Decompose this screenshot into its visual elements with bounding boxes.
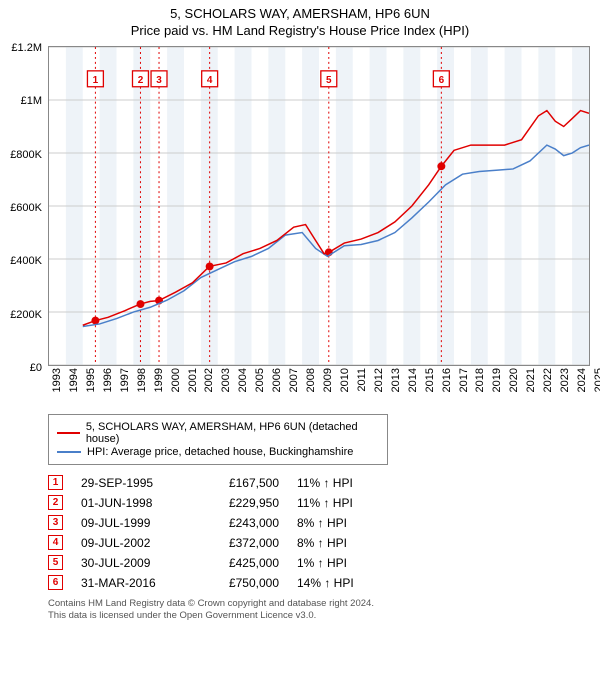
x-tick-label: 1996 <box>102 368 114 392</box>
x-tick-label: 2025 <box>593 368 600 392</box>
y-tick-label: £1.2M <box>11 42 42 54</box>
legend-item-property: 5, SCHOLARS WAY, AMERSHAM, HP6 6UN (deta… <box>57 421 379 445</box>
x-tick-label: 2010 <box>339 368 351 392</box>
transaction-row: 4 09-JUL-2002 £372,000 8% ↑ HPI <box>48 535 588 550</box>
x-tick-label: 2024 <box>576 368 588 392</box>
x-tick-label: 2019 <box>491 368 503 392</box>
svg-text:1: 1 <box>93 75 99 86</box>
chart-title: 5, SCHOLARS WAY, AMERSHAM, HP6 6UN <box>0 6 600 21</box>
transaction-date: 30-JUL-2009 <box>81 556 181 570</box>
svg-text:3: 3 <box>156 75 162 86</box>
transaction-row: 1 29-SEP-1995 £167,500 11% ↑ HPI <box>48 475 588 490</box>
transaction-row: 3 09-JUL-1999 £243,000 8% ↑ HPI <box>48 515 588 530</box>
y-tick-label: £1M <box>21 95 42 107</box>
transaction-row: 5 30-JUL-2009 £425,000 1% ↑ HPI <box>48 555 588 570</box>
x-tick-label: 2023 <box>559 368 571 392</box>
legend-item-hpi: HPI: Average price, detached house, Buck… <box>57 446 379 458</box>
x-axis-labels: 1993 1994 1995 1996 1997 1998 1999 2000 2001 2002… <box>48 368 590 408</box>
svg-text:4: 4 <box>207 75 213 86</box>
transaction-marker: 1 <box>48 475 63 490</box>
transaction-date: 29-SEP-1995 <box>81 476 181 490</box>
x-tick-label: 2001 <box>187 368 199 392</box>
x-tick-label: 2014 <box>407 368 419 392</box>
svg-text:5: 5 <box>326 75 332 86</box>
transaction-marker: 4 <box>48 535 63 550</box>
legend: 5, SCHOLARS WAY, AMERSHAM, HP6 6UN (deta… <box>48 414 388 465</box>
x-tick-label: 2016 <box>441 368 453 392</box>
x-tick-label: 2006 <box>271 368 283 392</box>
transaction-price: £750,000 <box>199 576 279 590</box>
x-tick-label: 2003 <box>220 368 232 392</box>
svg-text:6: 6 <box>439 75 445 86</box>
chart-subtitle: Price paid vs. HM Land Registry's House … <box>0 23 600 38</box>
footer-line1: Contains HM Land Registry data © Crown c… <box>48 598 588 610</box>
x-tick-label: 1997 <box>119 368 131 392</box>
transaction-marker: 5 <box>48 555 63 570</box>
y-tick-label: £200K <box>10 309 42 321</box>
transaction-date: 01-JUN-1998 <box>81 496 181 510</box>
transaction-date: 31-MAR-2016 <box>81 576 181 590</box>
chart-svg: 1 2 3 4 5 6 <box>49 47 589 365</box>
transaction-row: 2 01-JUN-1998 £229,950 11% ↑ HPI <box>48 495 588 510</box>
transaction-marker: 6 <box>48 575 63 590</box>
x-tick-label: 2018 <box>474 368 486 392</box>
x-tick-label: 2000 <box>170 368 182 392</box>
transaction-price: £425,000 <box>199 556 279 570</box>
x-tick-label: 2012 <box>373 368 385 392</box>
legend-swatch-hpi <box>57 451 81 453</box>
transaction-delta: 1% ↑ HPI <box>297 556 377 570</box>
transaction-price: £229,950 <box>199 496 279 510</box>
transaction-date: 09-JUL-1999 <box>81 516 181 530</box>
x-tick-label: 2004 <box>237 368 249 392</box>
x-tick-label: 1994 <box>68 368 80 392</box>
x-tick-label: 2013 <box>390 368 402 392</box>
transaction-delta: 8% ↑ HPI <box>297 516 377 530</box>
y-tick-label: £600K <box>10 202 42 214</box>
x-tick-label: 2011 <box>356 368 368 392</box>
transaction-delta: 8% ↑ HPI <box>297 536 377 550</box>
x-tick-label: 2015 <box>424 368 436 392</box>
transaction-row: 6 31-MAR-2016 £750,000 14% ↑ HPI <box>48 575 588 590</box>
transaction-price: £243,000 <box>199 516 279 530</box>
y-tick-label: £0 <box>30 362 42 374</box>
x-tick-label: 1993 <box>51 368 63 392</box>
chart-plot-area: 1 2 3 4 5 6 <box>48 46 590 366</box>
x-tick-label: 2017 <box>458 368 470 392</box>
x-tick-label: 2009 <box>322 368 334 392</box>
transaction-marker: 2 <box>48 495 63 510</box>
y-axis-labels: £0£200K£400K£600K£800K£1M£1.2M <box>0 48 44 368</box>
svg-text:2: 2 <box>138 75 144 86</box>
transaction-price: £372,000 <box>199 536 279 550</box>
x-tick-label: 1998 <box>136 368 148 392</box>
x-tick-label: 2020 <box>508 368 520 392</box>
transaction-delta: 11% ↑ HPI <box>297 496 377 510</box>
x-tick-label: 2008 <box>305 368 317 392</box>
transactions-table: 1 29-SEP-1995 £167,500 11% ↑ HPI 2 01-JUN-199… <box>48 475 588 590</box>
transaction-delta: 14% ↑ HPI <box>297 576 377 590</box>
footer-attribution: Contains HM Land Registry data © Crown c… <box>48 598 588 623</box>
x-tick-label: 2002 <box>203 368 215 392</box>
transaction-date: 09-JUL-2002 <box>81 536 181 550</box>
x-tick-label: 2007 <box>288 368 300 392</box>
x-tick-label: 2022 <box>542 368 554 392</box>
x-tick-label: 1999 <box>153 368 165 392</box>
x-tick-label: 2021 <box>525 368 537 392</box>
footer-line2: This data is licensed under the Open Gov… <box>48 610 588 622</box>
legend-label-hpi: HPI: Average price, detached house, Buck… <box>87 446 353 458</box>
legend-swatch-property <box>57 432 80 434</box>
transaction-delta: 11% ↑ HPI <box>297 476 377 490</box>
transaction-price: £167,500 <box>199 476 279 490</box>
y-tick-label: £400K <box>10 255 42 267</box>
transaction-marker: 3 <box>48 515 63 530</box>
x-tick-label: 1995 <box>85 368 97 392</box>
y-tick-label: £800K <box>10 149 42 161</box>
x-tick-label: 2005 <box>254 368 266 392</box>
legend-label-property: 5, SCHOLARS WAY, AMERSHAM, HP6 6UN (deta… <box>86 421 379 445</box>
